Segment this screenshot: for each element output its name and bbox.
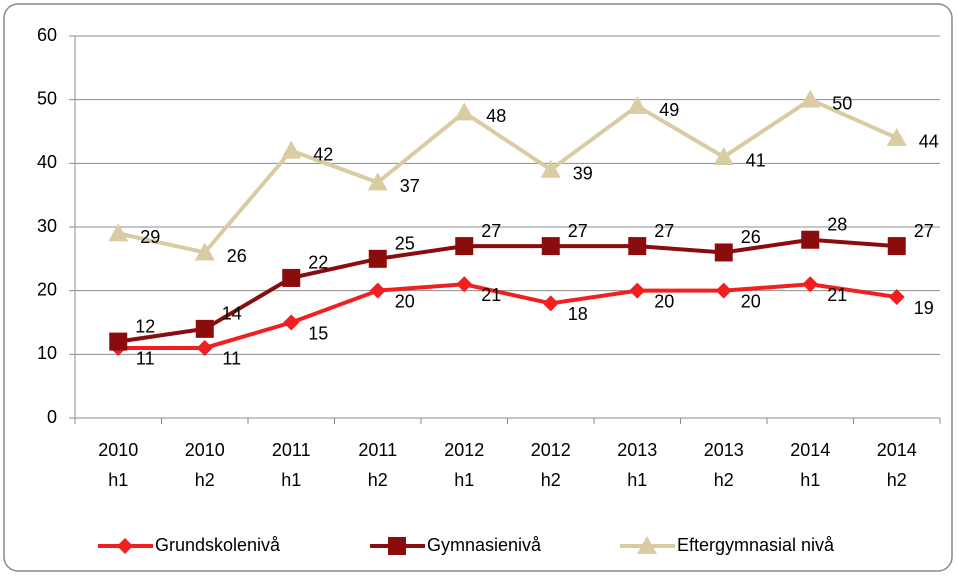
data-label: 21 xyxy=(481,285,501,305)
y-tick-label: 10 xyxy=(37,343,57,363)
data-label: 49 xyxy=(659,100,679,120)
x-tick-label: h2 xyxy=(887,470,907,490)
data-label: 27 xyxy=(914,221,934,241)
marker xyxy=(367,172,388,191)
marker xyxy=(800,89,821,108)
data-label: 39 xyxy=(573,163,593,183)
y-tick-label: 20 xyxy=(37,279,57,299)
x-tick-label: h1 xyxy=(281,470,301,490)
x-tick-label: h2 xyxy=(368,470,388,490)
marker xyxy=(195,319,214,338)
x-tick-label: h2 xyxy=(714,470,734,490)
x-tick-label: h1 xyxy=(800,470,820,490)
x-tick-label: h2 xyxy=(541,470,561,490)
marker xyxy=(282,268,301,287)
y-tick-label: 0 xyxy=(47,407,57,427)
marker xyxy=(455,237,474,256)
marker xyxy=(281,140,302,159)
data-label: 21 xyxy=(827,285,847,305)
legend-label: Grundskolenivå xyxy=(155,535,281,555)
marker xyxy=(637,536,657,554)
x-tick-label: 2013 xyxy=(704,440,744,460)
marker xyxy=(388,537,406,555)
marker xyxy=(715,282,732,299)
data-label: 20 xyxy=(654,291,674,311)
marker xyxy=(887,237,906,256)
x-tick-label: 2011 xyxy=(358,440,397,460)
x-tick-label: 2010 xyxy=(185,440,225,460)
x-tick-label: h1 xyxy=(454,470,474,490)
x-tick-label: 2012 xyxy=(444,440,484,460)
series-line xyxy=(117,97,898,255)
x-tick-label: 2014 xyxy=(790,440,830,460)
y-tick-label: 30 xyxy=(37,216,57,236)
y-tick-label: 40 xyxy=(37,152,57,172)
data-label: 27 xyxy=(481,221,501,241)
data-label: 27 xyxy=(568,221,588,241)
data-label: 26 xyxy=(227,246,247,266)
data-label: 11 xyxy=(222,349,241,369)
marker xyxy=(627,96,648,115)
data-label: 19 xyxy=(914,298,934,318)
marker xyxy=(109,332,128,351)
series-line xyxy=(118,282,898,350)
marker xyxy=(456,276,473,293)
data-label: 37 xyxy=(400,176,420,196)
marker xyxy=(368,249,387,268)
data-label: 29 xyxy=(140,227,160,247)
marker xyxy=(628,237,647,256)
x-tick-label: 2010 xyxy=(98,440,138,460)
data-label: 11 xyxy=(136,349,155,369)
x-tick-label: h1 xyxy=(108,470,128,490)
marker xyxy=(714,243,733,262)
marker xyxy=(369,282,386,299)
marker xyxy=(194,242,215,261)
data-label: 44 xyxy=(919,132,939,152)
x-tick-label: 2011 xyxy=(272,440,311,460)
series-line xyxy=(117,237,897,344)
marker xyxy=(542,295,559,312)
marker xyxy=(454,102,475,121)
marker xyxy=(108,223,129,242)
marker xyxy=(541,237,560,256)
x-tick-label: 2013 xyxy=(617,440,657,460)
x-tick-label: 2012 xyxy=(531,440,571,460)
data-label: 15 xyxy=(308,323,328,343)
data-label: 41 xyxy=(746,151,766,171)
marker xyxy=(802,276,819,293)
data-label: 28 xyxy=(827,214,847,234)
legend-label: Eftergymnasial nivå xyxy=(677,535,835,555)
x-tick-label: h2 xyxy=(195,470,215,490)
marker xyxy=(886,127,907,146)
x-tick-label: 2014 xyxy=(877,440,917,460)
data-label: 18 xyxy=(568,304,588,324)
data-label: 27 xyxy=(654,221,674,241)
marker xyxy=(283,314,300,331)
data-label: 42 xyxy=(313,144,333,164)
data-label: 20 xyxy=(395,291,415,311)
marker xyxy=(117,538,133,554)
legend-label: Gymnasienivå xyxy=(427,535,542,555)
data-label: 26 xyxy=(741,227,761,247)
x-tick-label: h1 xyxy=(627,470,647,490)
data-label: 14 xyxy=(222,304,242,324)
data-label: 20 xyxy=(741,291,761,311)
marker xyxy=(196,339,213,356)
data-label: 50 xyxy=(832,93,852,113)
y-tick-label: 50 xyxy=(37,88,57,108)
data-label: 12 xyxy=(135,316,155,336)
y-tick-label: 60 xyxy=(37,25,57,45)
data-label: 25 xyxy=(395,234,415,254)
marker xyxy=(888,289,905,306)
marker xyxy=(713,146,734,165)
data-label: 22 xyxy=(308,253,328,273)
data-label: 48 xyxy=(486,106,506,126)
marker xyxy=(540,159,561,178)
marker xyxy=(801,230,820,249)
marker xyxy=(629,282,646,299)
